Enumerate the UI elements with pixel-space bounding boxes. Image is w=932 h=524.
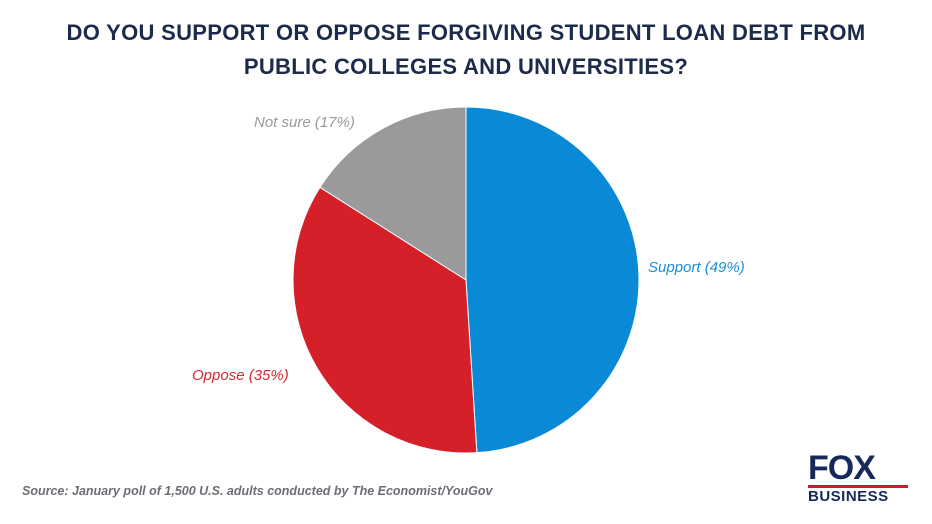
chart-title: DO YOU SUPPORT OR OPPOSE FORGIVING STUDE… <box>0 16 932 84</box>
logo-fox-text: FOX <box>808 449 876 487</box>
slice-label-support: Support (49%) <box>648 259 745 276</box>
slice-label-not-sure: Not sure (17%) <box>254 114 355 131</box>
logo-business-text: BUSINESS <box>808 488 889 505</box>
slice-label-oppose: Oppose (35%) <box>192 367 289 384</box>
pie-slice-not-sure <box>319 106 467 281</box>
pie-slice-support <box>465 106 640 454</box>
source-note: Source: January poll of 1,500 U.S. adult… <box>22 484 493 498</box>
fox-business-logo: FOX BUSINESS <box>808 449 918 510</box>
chart-title-line-1: DO YOU SUPPORT OR OPPOSE FORGIVING STUDE… <box>66 20 866 45</box>
pie-slice-oppose <box>292 186 478 454</box>
chart-title-line-2: PUBLIC COLLEGES AND UNIVERSITIES? <box>243 54 689 79</box>
